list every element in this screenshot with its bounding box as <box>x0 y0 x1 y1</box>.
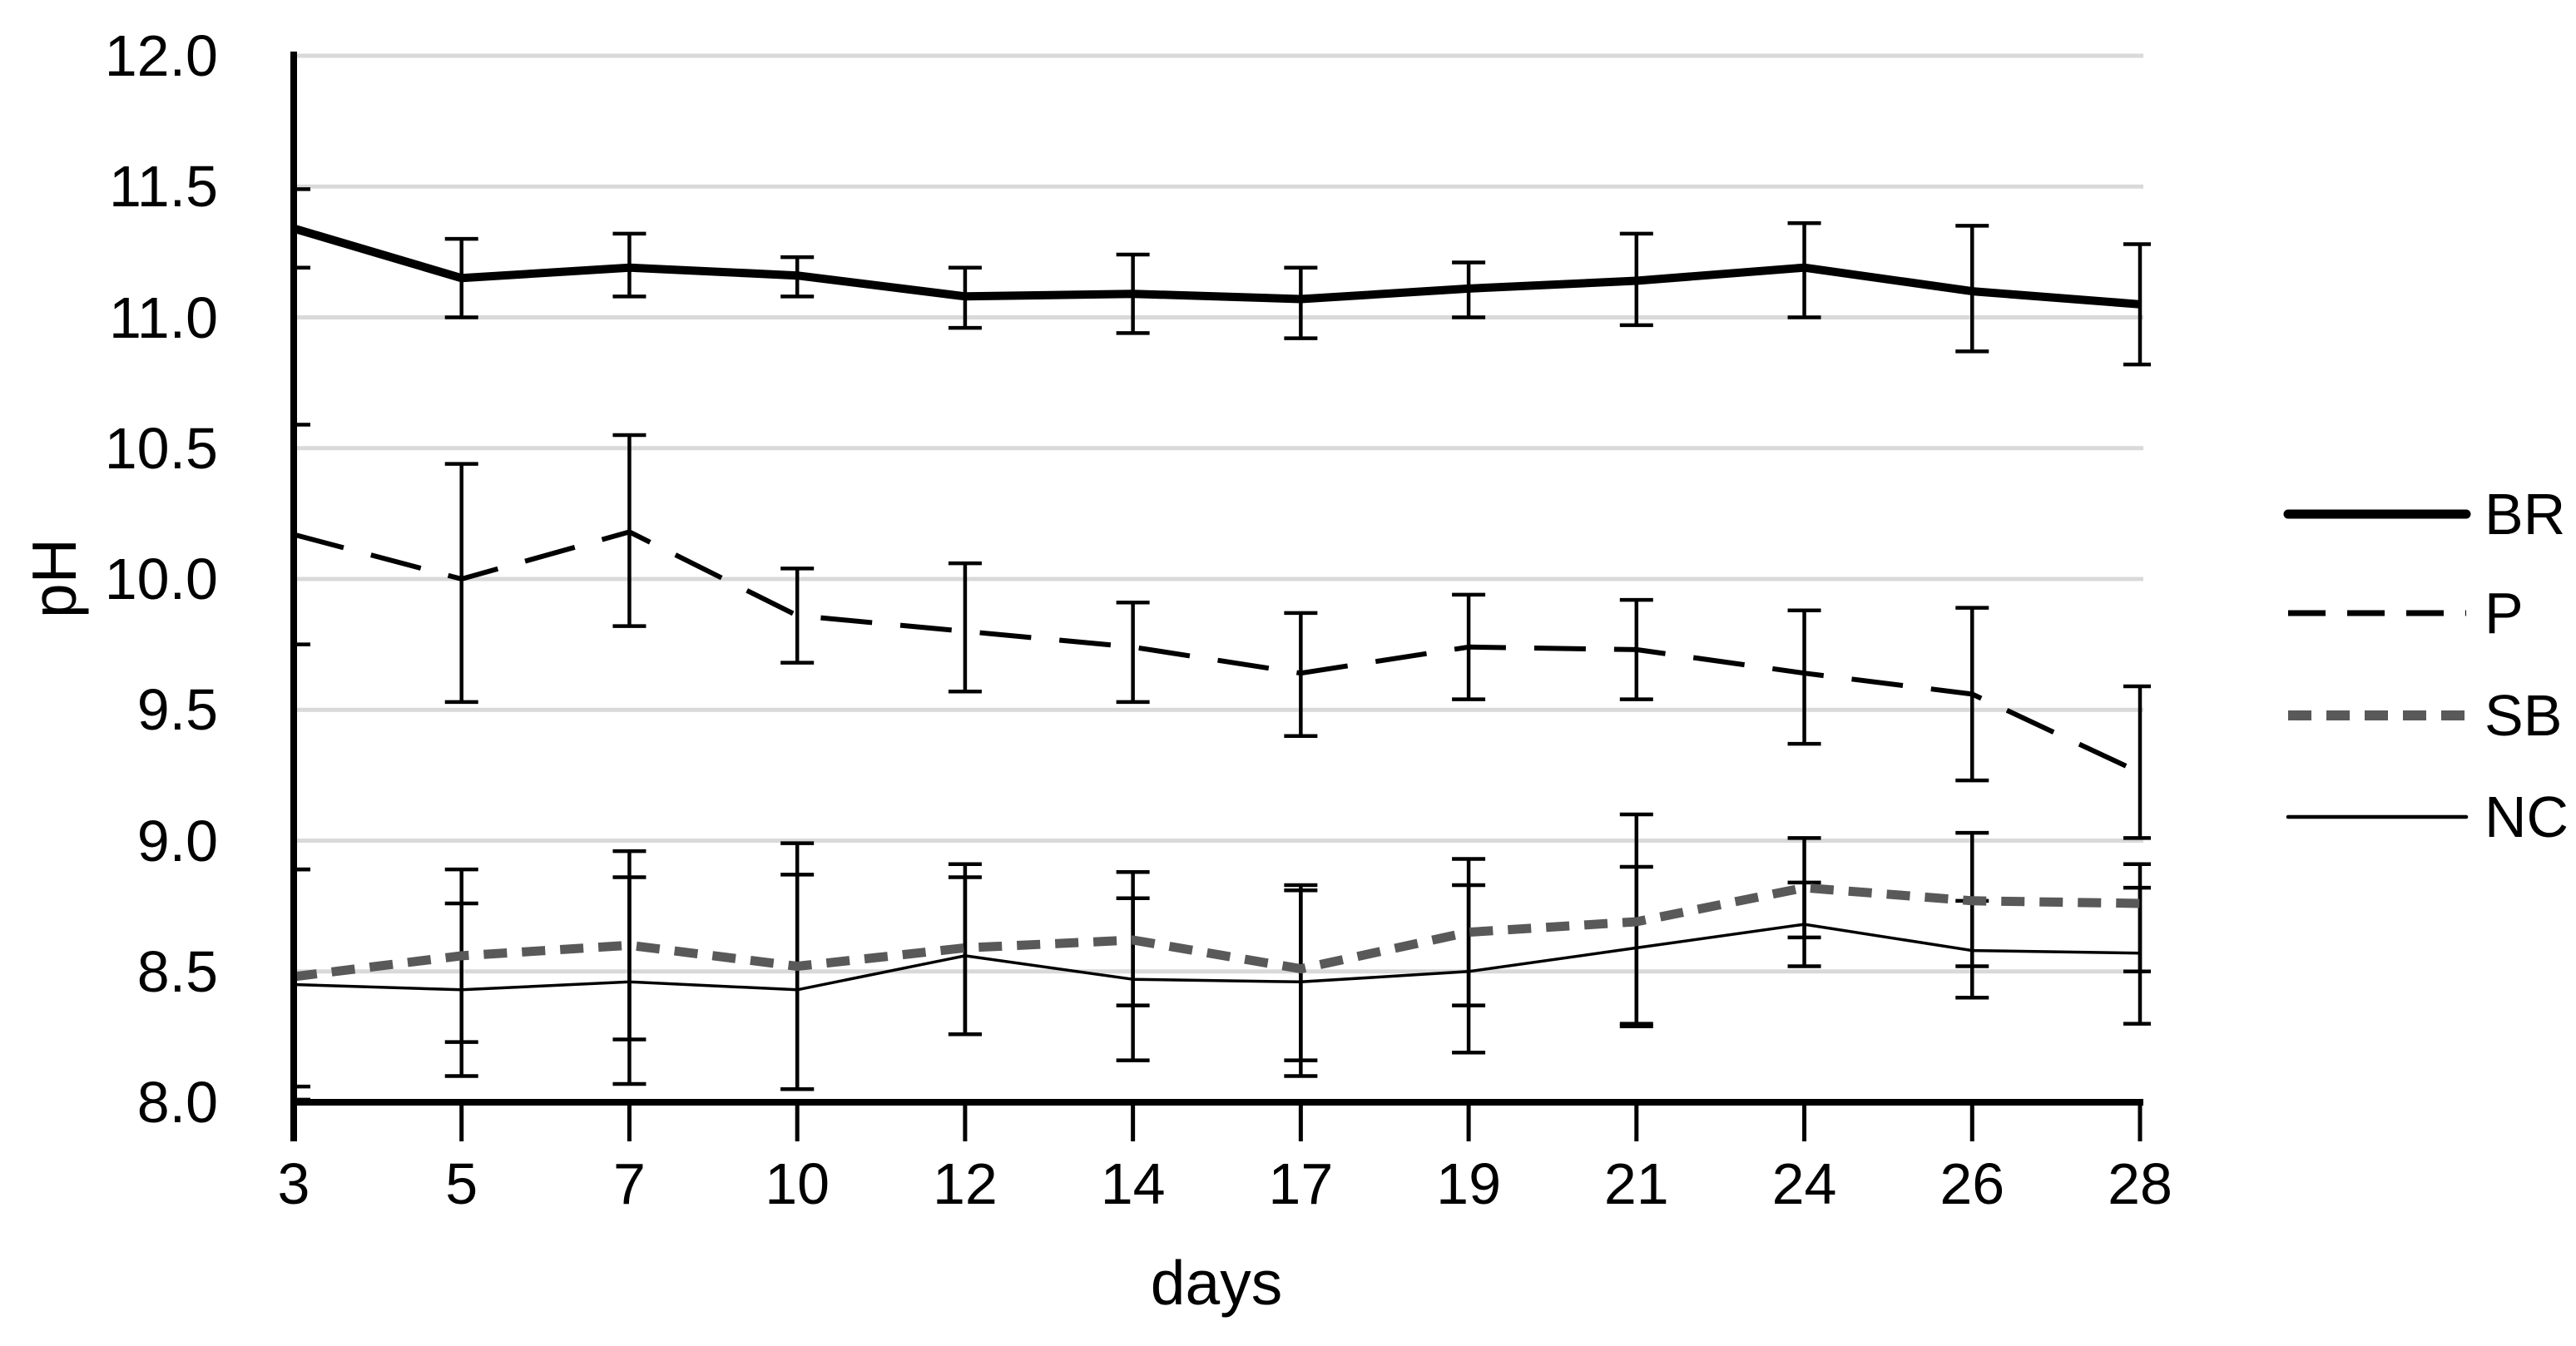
y-tick-label: 10.0 <box>104 547 218 611</box>
x-tick-label: 17 <box>1268 1151 1334 1216</box>
series-line-p <box>294 529 2142 775</box>
x-tick-label: 19 <box>1436 1151 1502 1216</box>
x-tick-label: 10 <box>765 1151 830 1216</box>
y-tick-label: 9.0 <box>136 808 218 873</box>
y-tick-label: 10.5 <box>104 415 218 481</box>
x-tick-label: 5 <box>445 1151 478 1216</box>
x-tick-label: 12 <box>932 1151 998 1216</box>
x-tick-label: 24 <box>1771 1151 1837 1216</box>
x-tick-label: 28 <box>2108 1151 2172 1216</box>
x-tick-label: 26 <box>1939 1151 2005 1216</box>
y-tick-label: 9.5 <box>136 677 218 743</box>
y-tick-label: 12.0 <box>104 23 218 88</box>
error-bars-nc <box>294 864 2151 1102</box>
series-layer <box>294 187 2151 1102</box>
x-tick-label: 7 <box>612 1151 646 1216</box>
x-tick-label: 3 <box>277 1151 310 1216</box>
y-tick-label: 11.5 <box>108 154 218 220</box>
error-bars-p <box>294 423 2151 840</box>
x-tick-label: 14 <box>1100 1151 1166 1216</box>
series-line-br <box>294 224 2141 309</box>
y-tick-label: 8.0 <box>136 1070 218 1135</box>
axes <box>290 52 2143 1141</box>
x-axis-title: days <box>1150 1248 1283 1318</box>
series-line-sb <box>294 883 2141 982</box>
gridlines <box>294 53 2143 1105</box>
y-tick-label: 11.0 <box>108 285 218 350</box>
y-tick-label: 8.5 <box>136 938 218 1004</box>
x-tick-label: 21 <box>1603 1151 1669 1216</box>
series-line-nc <box>294 923 2141 992</box>
